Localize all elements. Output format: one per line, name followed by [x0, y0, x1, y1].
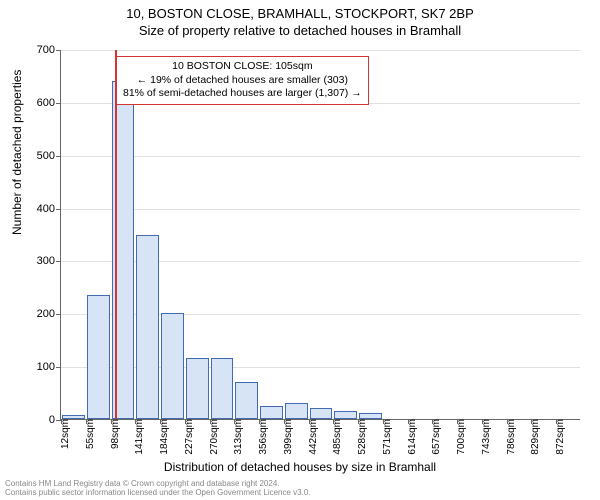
- x-tick-label: 700sqm: [456, 419, 467, 455]
- histogram-bar: [211, 358, 234, 419]
- x-tick-label: 313sqm: [233, 419, 244, 455]
- y-axis-label: Number of detached properties: [10, 70, 24, 235]
- y-tick-label: 0: [25, 414, 55, 426]
- chart-title-address: 10, BOSTON CLOSE, BRAMHALL, STOCKPORT, S…: [0, 6, 600, 21]
- x-axis-label: Distribution of detached houses by size …: [0, 460, 600, 474]
- x-tick-label: 614sqm: [407, 419, 418, 455]
- y-tick-label: 400: [25, 203, 55, 215]
- y-tick-label: 200: [25, 308, 55, 320]
- histogram-bar: [235, 382, 258, 419]
- x-tick-label: 141sqm: [134, 419, 145, 455]
- y-tick-label: 700: [25, 44, 55, 56]
- x-tick-label: 270sqm: [209, 419, 220, 455]
- x-tick-label: 872sqm: [555, 419, 566, 455]
- annotation-line2: ← 19% of detached houses are smaller (30…: [123, 74, 362, 88]
- x-tick-label: 743sqm: [481, 419, 492, 455]
- chart-title-desc: Size of property relative to detached ho…: [0, 23, 600, 38]
- footer-line2: Contains public sector information licen…: [5, 489, 311, 498]
- annotation-box: 10 BOSTON CLOSE: 105sqm← 19% of detached…: [116, 56, 369, 105]
- x-tick-label: 227sqm: [184, 419, 195, 455]
- x-tick-label: 657sqm: [431, 419, 442, 455]
- histogram-bar: [161, 313, 184, 419]
- y-tick-label: 600: [25, 97, 55, 109]
- x-tick-label: 442sqm: [308, 419, 319, 455]
- x-tick-label: 184sqm: [159, 419, 170, 455]
- histogram-bar: [334, 411, 357, 419]
- x-tick-label: 12sqm: [60, 419, 71, 449]
- x-tick-label: 571sqm: [382, 419, 393, 455]
- y-tick-label: 500: [25, 150, 55, 162]
- annotation-line3: 81% of semi-detached houses are larger (…: [123, 87, 362, 101]
- y-tick-label: 300: [25, 255, 55, 267]
- x-tick-label: 528sqm: [357, 419, 368, 455]
- histogram-bar: [136, 235, 159, 419]
- marker-line: [115, 50, 117, 419]
- histogram-bar: [186, 358, 209, 419]
- x-tick-label: 356sqm: [258, 419, 269, 455]
- histogram-bar: [260, 406, 283, 419]
- x-tick-label: 786sqm: [506, 419, 517, 455]
- annotation-line1: 10 BOSTON CLOSE: 105sqm: [123, 60, 362, 74]
- histogram-bar: [310, 408, 333, 419]
- x-tick-label: 55sqm: [85, 419, 96, 449]
- chart-plot-area: 010020030040050060070012sqm55sqm98sqm141…: [60, 50, 580, 420]
- y-tick-label: 100: [25, 361, 55, 373]
- histogram-bar: [87, 295, 110, 419]
- x-tick-label: 98sqm: [110, 419, 121, 449]
- histogram-bar: [285, 403, 308, 419]
- x-tick-label: 399sqm: [283, 419, 294, 455]
- copyright-footer: Contains HM Land Registry data © Crown c…: [5, 480, 311, 498]
- x-tick-label: 485sqm: [332, 419, 343, 455]
- x-tick-label: 829sqm: [530, 419, 541, 455]
